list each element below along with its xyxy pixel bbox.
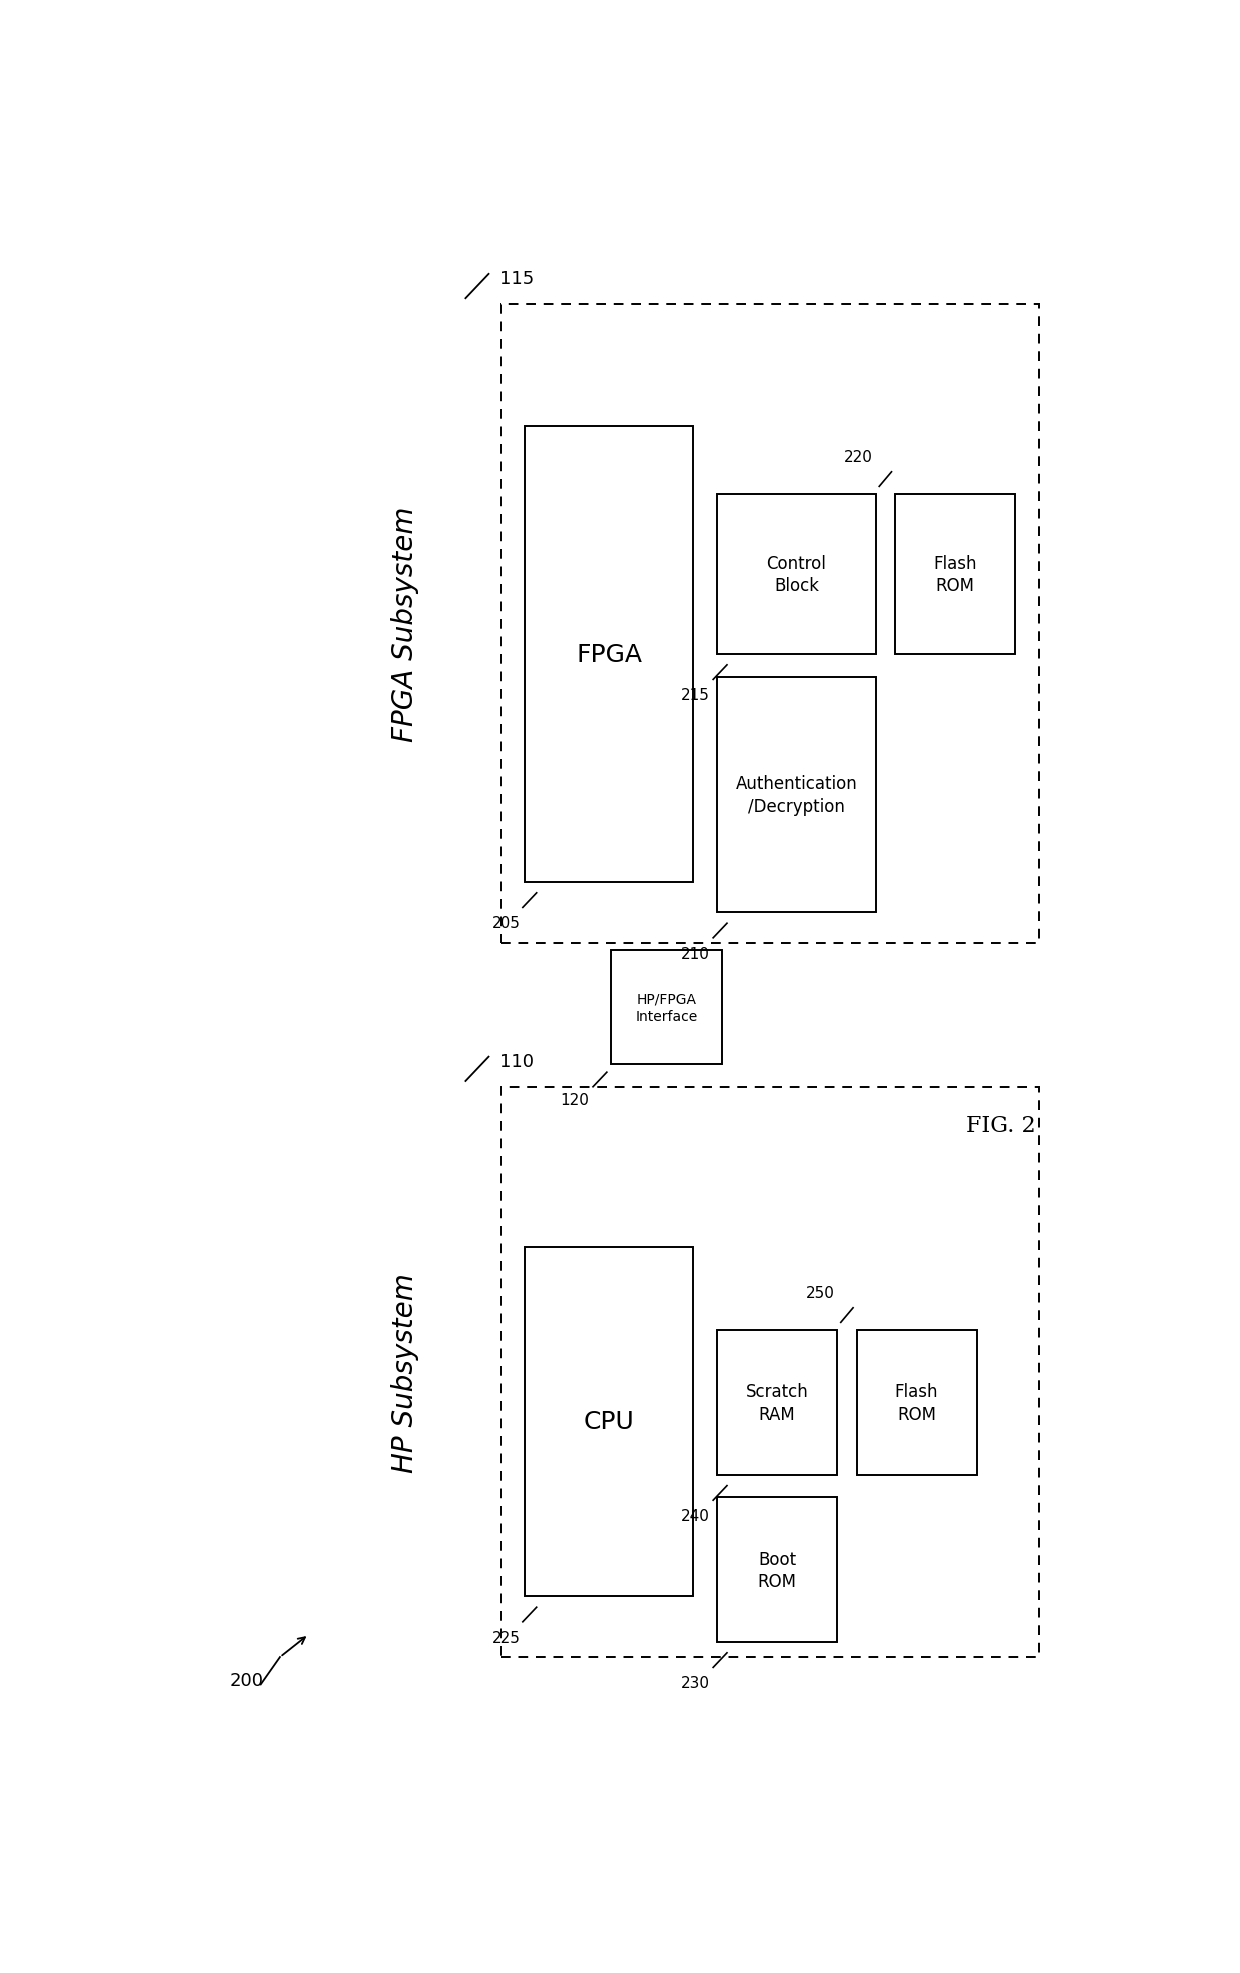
Bar (611, 951, 722, 1065)
Text: 120: 120 (560, 1093, 589, 1107)
Text: Flash
ROM: Flash ROM (934, 554, 977, 596)
Bar (717, 1330, 837, 1476)
Bar (501, 1087, 1039, 1657)
Text: 250: 250 (806, 1284, 835, 1300)
Bar (525, 1247, 693, 1596)
Text: 115: 115 (500, 270, 534, 288)
Text: 240: 240 (681, 1509, 709, 1523)
Text: CPU: CPU (584, 1411, 635, 1434)
Bar (717, 1498, 837, 1642)
Text: 225: 225 (492, 1630, 521, 1645)
Text: FPGA Subsystem: FPGA Subsystem (391, 507, 419, 742)
Text: 200: 200 (229, 1671, 263, 1689)
Text: 230: 230 (681, 1675, 709, 1691)
Text: 220: 220 (844, 450, 873, 464)
Text: Control
Block: Control Block (766, 554, 826, 596)
Text: 110: 110 (500, 1054, 534, 1071)
Text: HP Subsystem: HP Subsystem (391, 1273, 419, 1472)
Text: Scratch
RAM: Scratch RAM (746, 1383, 808, 1423)
Text: 210: 210 (681, 947, 709, 961)
Text: Flash
ROM: Flash ROM (895, 1383, 939, 1423)
Bar (895, 495, 1016, 655)
Text: Authentication
/Decryption: Authentication /Decryption (735, 775, 857, 815)
Text: HP/FPGA
Interface: HP/FPGA Interface (636, 992, 698, 1024)
Bar (857, 1330, 977, 1476)
Text: 205: 205 (492, 915, 521, 931)
Text: Boot
ROM: Boot ROM (758, 1549, 797, 1590)
Bar (525, 426, 693, 882)
Text: FPGA: FPGA (577, 643, 642, 667)
Bar (717, 495, 875, 655)
Bar (501, 306, 1039, 943)
Text: FIG. 2: FIG. 2 (966, 1115, 1035, 1136)
Text: 215: 215 (681, 689, 709, 702)
Bar (717, 677, 875, 913)
